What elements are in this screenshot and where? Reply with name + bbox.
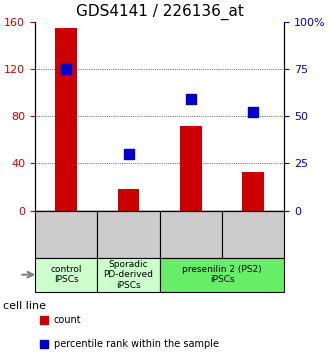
Text: cell line: cell line <box>3 301 46 311</box>
Point <box>64 66 69 72</box>
Point <box>126 151 131 157</box>
Point <box>188 96 194 102</box>
FancyBboxPatch shape <box>160 258 284 292</box>
FancyBboxPatch shape <box>222 211 284 258</box>
Text: percentile rank within the sample: percentile rank within the sample <box>54 339 219 349</box>
FancyBboxPatch shape <box>35 258 97 292</box>
FancyBboxPatch shape <box>160 211 222 258</box>
Bar <box>55 28 77 211</box>
FancyBboxPatch shape <box>35 211 97 258</box>
FancyBboxPatch shape <box>97 258 160 292</box>
Text: presenilin 2 (PS2)
iPSCs: presenilin 2 (PS2) iPSCs <box>182 265 262 284</box>
Bar <box>180 126 202 211</box>
Text: control
IPSCs: control IPSCs <box>50 265 82 284</box>
Point <box>42 317 47 323</box>
Bar <box>243 172 264 211</box>
Title: GDS4141 / 226136_at: GDS4141 / 226136_at <box>76 4 244 21</box>
Text: count: count <box>54 315 82 325</box>
Bar <box>118 189 140 211</box>
FancyBboxPatch shape <box>97 211 160 258</box>
Text: Sporadic
PD-derived
iPSCs: Sporadic PD-derived iPSCs <box>104 260 153 290</box>
Point <box>251 110 256 115</box>
Point <box>42 342 47 347</box>
